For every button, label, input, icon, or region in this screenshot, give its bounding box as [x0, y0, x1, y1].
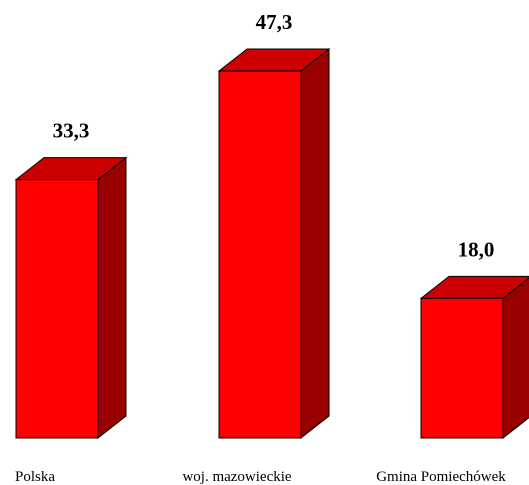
- value-label-woj-mazowieckie: 47,3: [256, 10, 293, 34]
- bar-gmina-pomiechowek: [419, 275, 529, 440]
- category-label-gmina-pomiechowek: Gmina Pomiechówek: [376, 469, 506, 485]
- bar-front-polska: [15, 179, 99, 439]
- value-label-gmina-pomiechowek: 18,0: [458, 237, 495, 261]
- bar-front-gmina-pomiechowek: [420, 297, 504, 439]
- bar-front-woj-mazowieckie: [218, 70, 302, 439]
- bar-side-woj-mazowieckie: [300, 47, 330, 440]
- value-labels-layer: 33,3 47,3 18,0: [53, 10, 495, 261]
- bar-side-polska: [97, 156, 127, 440]
- category-label-polska: Polska: [15, 469, 55, 485]
- category-label-woj-mazowieckie: woj. mazowieckie: [182, 469, 291, 485]
- category-labels-layer: Polska woj. mazowieckie Gmina Pomiechówek: [15, 469, 506, 485]
- bar-side-gmina-pomiechowek: [502, 277, 529, 440]
- bar-woj-mazowieckie: [217, 47, 331, 440]
- bar-polska: [14, 156, 128, 440]
- value-label-polska: 33,3: [53, 119, 90, 143]
- bars-layer: [14, 47, 529, 440]
